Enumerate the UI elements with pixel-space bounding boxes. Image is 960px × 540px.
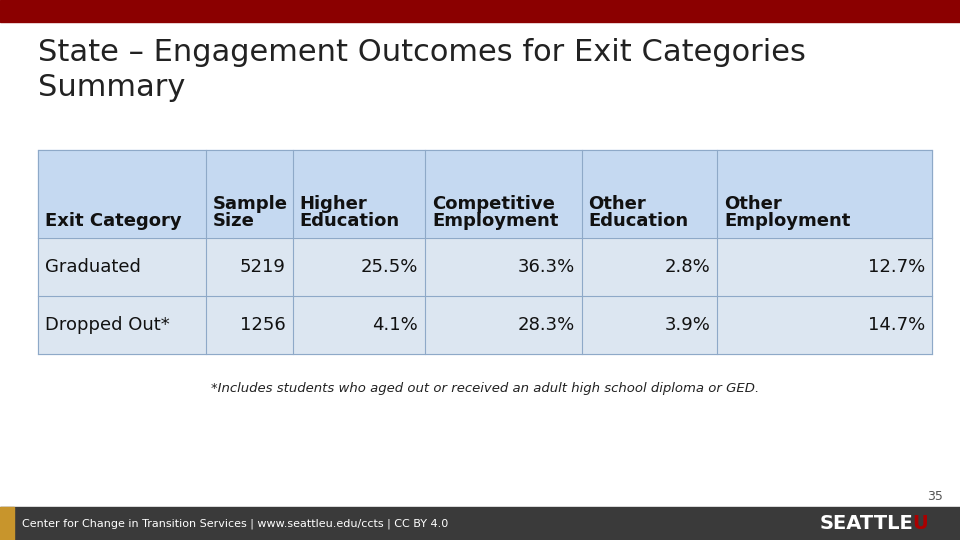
- Text: Other: Other: [725, 195, 782, 213]
- Bar: [38, 150, 932, 238]
- Bar: [38, 296, 932, 354]
- Text: 5219: 5219: [240, 258, 286, 276]
- Text: 3.9%: 3.9%: [664, 316, 710, 334]
- Text: Education: Education: [300, 212, 400, 230]
- Text: Sample: Sample: [213, 195, 288, 213]
- Bar: [38, 238, 932, 296]
- Text: 1256: 1256: [240, 316, 286, 334]
- Text: Size: Size: [213, 212, 255, 230]
- Text: U: U: [912, 514, 927, 533]
- Text: 35: 35: [927, 490, 943, 503]
- Text: 14.7%: 14.7%: [868, 316, 925, 334]
- Text: State – Engagement Outcomes for Exit Categories
Summary: State – Engagement Outcomes for Exit Cat…: [38, 38, 805, 102]
- Text: Education: Education: [588, 212, 688, 230]
- Text: SEATTLE: SEATTLE: [820, 514, 914, 533]
- Text: Higher: Higher: [300, 195, 368, 213]
- Text: 12.7%: 12.7%: [868, 258, 925, 276]
- Text: 25.5%: 25.5%: [361, 258, 419, 276]
- Text: 2.8%: 2.8%: [664, 258, 710, 276]
- Text: Other: Other: [588, 195, 646, 213]
- Text: 4.1%: 4.1%: [372, 316, 419, 334]
- Text: 28.3%: 28.3%: [517, 316, 574, 334]
- Bar: [0, 0, 960, 22]
- Text: Employment: Employment: [432, 212, 559, 230]
- Text: Exit Category: Exit Category: [45, 212, 181, 230]
- Text: Graduated: Graduated: [45, 258, 141, 276]
- Bar: [0, 507, 960, 540]
- Text: Competitive: Competitive: [432, 195, 555, 213]
- Text: *Includes students who aged out or received an adult high school diploma or GED.: *Includes students who aged out or recei…: [211, 382, 759, 395]
- Text: 36.3%: 36.3%: [517, 258, 574, 276]
- Text: Employment: Employment: [725, 212, 851, 230]
- Text: Dropped Out*: Dropped Out*: [45, 316, 170, 334]
- Bar: [0, 507, 14, 540]
- Text: Center for Change in Transition Services | www.seattleu.edu/ccts | CC BY 4.0: Center for Change in Transition Services…: [22, 518, 448, 529]
